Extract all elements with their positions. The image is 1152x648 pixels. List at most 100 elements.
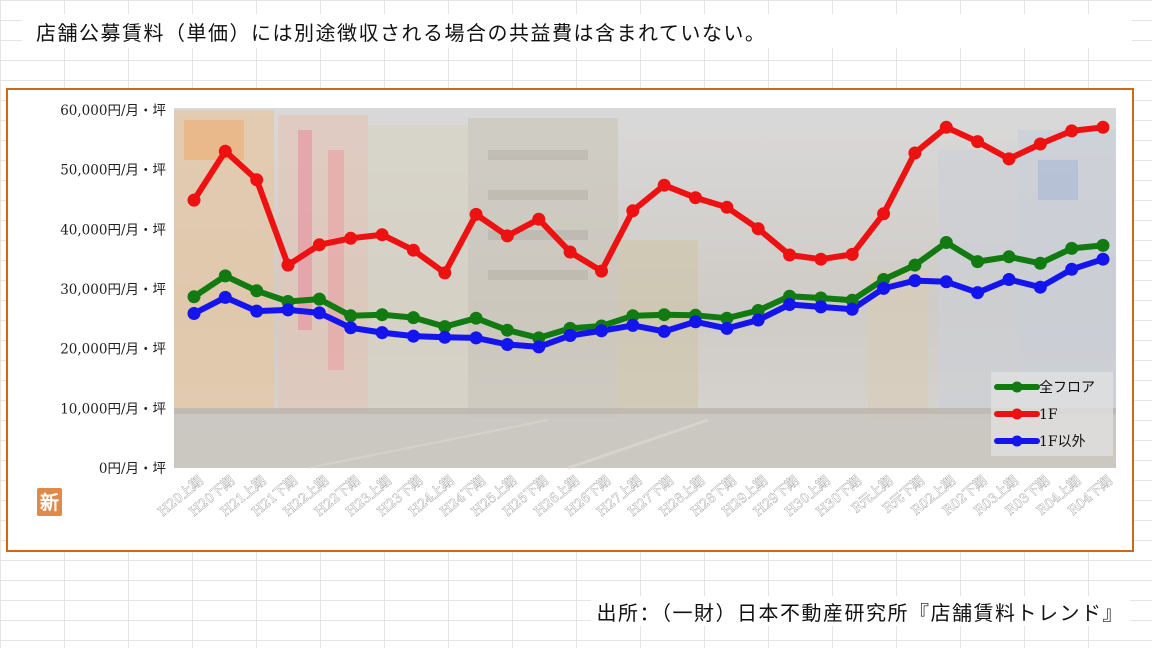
- data-point: [281, 303, 295, 317]
- data-point: [1033, 280, 1047, 294]
- data-point: [500, 323, 514, 337]
- y-tick-label: 50,000円/月・坪: [60, 163, 166, 179]
- data-point: [250, 284, 264, 298]
- y-tick-label: 40,000円/月・坪: [60, 222, 166, 238]
- data-point: [312, 292, 326, 306]
- data-point: [626, 309, 640, 323]
- data-point: [845, 293, 859, 307]
- data-point: [783, 248, 797, 262]
- data-point: [375, 308, 389, 322]
- data-point: [939, 236, 953, 249]
- rent-note: 店舗公募賃料（単価）には別途徴収される場合の共益費は含まれていない。: [22, 14, 1132, 48]
- data-point: [1002, 152, 1016, 166]
- data-point: [406, 243, 420, 257]
- data-point: [657, 178, 671, 192]
- data-point: [971, 135, 985, 149]
- data-point: [720, 311, 734, 325]
- data-point: [375, 228, 389, 242]
- data-point: [657, 308, 671, 322]
- data-point: [281, 258, 295, 272]
- data-point: [626, 204, 640, 218]
- data-point: [751, 313, 765, 327]
- data-point: [908, 274, 922, 288]
- data-point: [438, 320, 452, 334]
- data-point: [783, 298, 797, 311]
- data-point: [312, 238, 326, 252]
- data-point: [877, 207, 891, 221]
- data-point: [626, 318, 640, 332]
- data-point: [1096, 120, 1110, 134]
- legend-label: 1F: [1039, 407, 1058, 423]
- data-point: [1065, 262, 1079, 276]
- street-photo-background: [174, 108, 1116, 470]
- data-point: [500, 229, 514, 243]
- data-point: [908, 258, 922, 272]
- y-tick-label: 60,000円/月・坪: [60, 103, 166, 119]
- legend-label: 全フロア: [1039, 379, 1095, 396]
- data-point: [971, 286, 985, 300]
- new-badge: 新: [37, 488, 62, 516]
- data-point: [532, 212, 546, 226]
- data-point: [218, 144, 232, 158]
- legend-marker: [1011, 381, 1023, 393]
- data-point: [877, 281, 891, 295]
- y-axis: 0円/月・坪 10,000円/月・坪 20,000円/月・坪 30,000円/月・坪 4…: [60, 103, 166, 477]
- legend: 全フロア 1F 1F以外: [991, 372, 1113, 456]
- data-point: [187, 193, 201, 207]
- data-point: [1002, 250, 1016, 264]
- data-point: [751, 222, 765, 236]
- data-point: [375, 326, 389, 340]
- data-point: [187, 307, 201, 320]
- x-axis: H20上期H20下期H21上期H21下期H22上期H22下期H23上期H23下期…: [155, 473, 1116, 520]
- data-point: [845, 247, 859, 261]
- data-point: [1065, 124, 1079, 138]
- source-note: 出所：（一財）日本不動産研究所『店舗賃料トレンド』: [590, 596, 1130, 626]
- y-tick-label: 20,000円/月・坪: [60, 342, 166, 358]
- series-points: [187, 120, 1110, 354]
- data-point: [250, 304, 264, 318]
- data-point: [344, 231, 358, 245]
- data-point: [406, 311, 420, 325]
- data-point: [689, 191, 702, 205]
- new-badge-label: 新: [40, 491, 59, 514]
- rent-trend-chart: 0円/月・坪 10,000円/月・坪 20,000円/月・坪 30,000円/月・坪 4…: [37, 103, 1116, 520]
- data-point: [939, 275, 953, 289]
- y-tick-label: 10,000円/月・坪: [60, 401, 166, 417]
- legend-marker: [1011, 408, 1023, 420]
- data-point: [814, 300, 828, 314]
- data-point: [814, 291, 828, 305]
- data-point: [563, 245, 577, 259]
- data-point: [469, 207, 483, 221]
- data-point: [689, 315, 702, 329]
- data-point: [438, 330, 452, 344]
- data-point: [563, 329, 577, 342]
- data-point: [218, 290, 232, 304]
- data-point: [1096, 252, 1110, 266]
- data-point: [908, 146, 922, 160]
- data-point: [1033, 137, 1047, 151]
- data-point: [720, 200, 734, 214]
- y-tick-label: 0円/月・坪: [99, 461, 166, 477]
- data-point: [1065, 241, 1079, 255]
- data-point: [657, 324, 671, 338]
- data-point: [1096, 238, 1110, 252]
- data-point: [595, 324, 608, 338]
- data-point: [814, 252, 828, 266]
- data-point: [187, 290, 201, 304]
- data-point: [438, 266, 452, 280]
- y-tick-label: 30,000円/月・坪: [60, 282, 166, 298]
- chart-frame: 0円/月・坪 10,000円/月・坪 20,000円/月・坪 30,000円/月・坪 4…: [6, 88, 1134, 552]
- data-point: [218, 269, 232, 283]
- data-point: [720, 321, 734, 335]
- data-point: [939, 120, 953, 134]
- data-point: [406, 329, 420, 343]
- data-point: [595, 264, 608, 278]
- data-point: [845, 302, 859, 316]
- data-point: [1002, 273, 1016, 286]
- data-point: [532, 340, 546, 354]
- data-point: [500, 338, 514, 351]
- data-point: [532, 331, 546, 345]
- data-point: [344, 309, 358, 323]
- data-point: [971, 255, 985, 269]
- legend-marker: [1011, 435, 1023, 447]
